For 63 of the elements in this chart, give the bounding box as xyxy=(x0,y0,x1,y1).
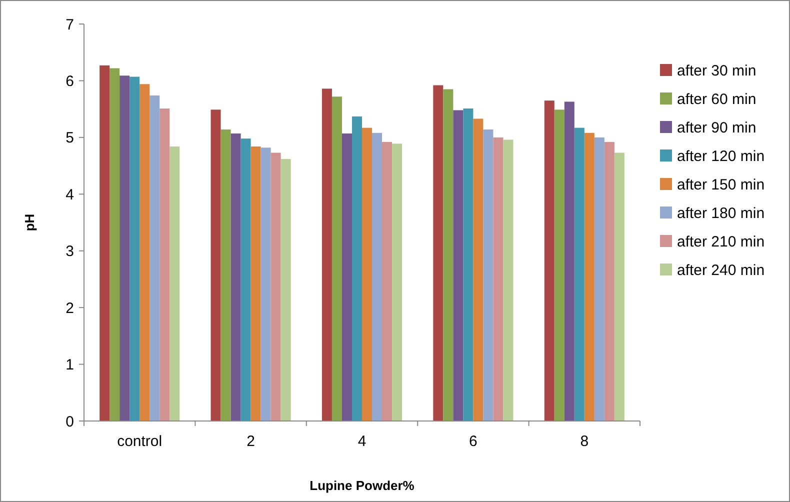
legend-label: after 210 min xyxy=(677,233,765,250)
bar xyxy=(493,137,504,421)
legend-label: after 60 min xyxy=(677,90,756,108)
bar xyxy=(240,138,251,421)
bar xyxy=(483,129,494,421)
legend-label: after 120 min xyxy=(677,148,765,165)
legend-label: after 90 min xyxy=(677,119,756,136)
bar xyxy=(544,100,554,421)
bar xyxy=(100,65,110,421)
bar xyxy=(574,128,584,421)
y-tick-label: 5 xyxy=(66,130,74,147)
bar xyxy=(260,148,271,421)
legend-label: after 240 min xyxy=(677,262,765,279)
bar xyxy=(554,110,564,421)
x-axis-title: Lupine Powder% xyxy=(310,478,415,493)
y-tick-label: 1 xyxy=(66,356,74,374)
legend-label: after 180 min xyxy=(677,204,765,222)
bar xyxy=(564,102,574,421)
y-tick-label: 4 xyxy=(66,186,74,204)
bar xyxy=(322,88,332,421)
bar xyxy=(332,96,342,421)
bar xyxy=(433,85,444,421)
bar xyxy=(130,76,140,421)
x-tick-label: 2 xyxy=(246,433,255,450)
bar xyxy=(280,158,291,421)
bar xyxy=(230,133,241,421)
bar xyxy=(463,108,474,421)
bar xyxy=(362,128,372,421)
bar xyxy=(453,110,464,421)
bar xyxy=(604,142,614,421)
y-tick-label: 3 xyxy=(66,243,74,260)
bar xyxy=(473,118,484,421)
bar xyxy=(392,144,402,421)
bar xyxy=(342,133,352,421)
bar xyxy=(150,95,160,421)
bar xyxy=(250,146,261,421)
bar xyxy=(614,152,624,421)
bar xyxy=(270,152,281,421)
bar xyxy=(160,108,170,421)
x-tick-label: 8 xyxy=(580,433,589,450)
y-tick-label: 7 xyxy=(66,16,74,34)
bar xyxy=(220,129,231,421)
bar xyxy=(372,132,382,421)
bar xyxy=(110,68,120,421)
x-tick-label: 6 xyxy=(469,433,478,450)
y-tick-label: 0 xyxy=(66,413,74,430)
bar xyxy=(170,146,180,421)
y-tick-label: 6 xyxy=(66,72,74,90)
x-tick-label: 4 xyxy=(358,433,366,450)
bar xyxy=(443,89,454,421)
legend-label: after 150 min xyxy=(677,176,765,194)
bar xyxy=(120,76,130,421)
bar xyxy=(352,116,362,421)
legend-label: after 30 min xyxy=(677,62,756,80)
bar xyxy=(140,84,150,421)
bar xyxy=(210,110,221,421)
bar xyxy=(584,132,594,421)
y-tick-label: 2 xyxy=(66,300,74,317)
bar xyxy=(594,137,604,421)
y-axis-title: pH xyxy=(22,214,37,232)
x-tick-label: control xyxy=(117,433,162,450)
bar xyxy=(503,140,514,421)
bar xyxy=(382,142,392,421)
